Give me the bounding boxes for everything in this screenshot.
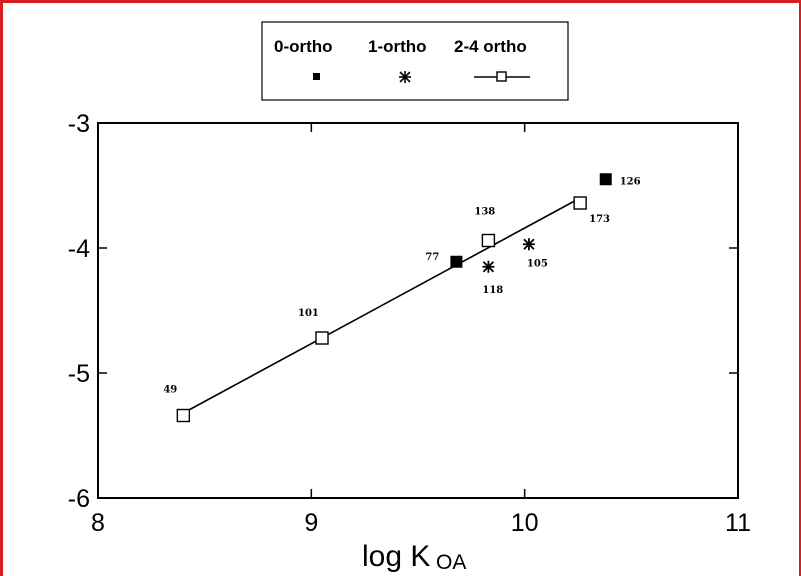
y-tick-label: -4 bbox=[68, 235, 90, 263]
y-axis: -3 -4 -5 -6 bbox=[68, 110, 738, 513]
x-axis-title: log K OA bbox=[362, 540, 466, 574]
x-tick-label: 10 bbox=[511, 509, 539, 537]
legend-label-1-ortho: 1-ortho bbox=[368, 37, 427, 56]
x-tick-label: 11 bbox=[725, 509, 751, 537]
point-label: 77 bbox=[425, 252, 439, 263]
point-filled-square bbox=[450, 255, 463, 268]
point-label: 101 bbox=[298, 308, 319, 319]
legend-box bbox=[261, 21, 569, 101]
legend-label-2-4-ortho: 2-4 ortho bbox=[454, 37, 527, 56]
point-open-square bbox=[573, 196, 587, 210]
plot-area bbox=[97, 122, 739, 499]
point-asterisk bbox=[482, 260, 495, 273]
regression-line bbox=[182, 197, 581, 414]
point-open-square bbox=[315, 331, 329, 345]
regression-line-segment bbox=[182, 197, 581, 414]
point-open-square bbox=[481, 233, 496, 248]
point-label: 105 bbox=[527, 258, 548, 269]
point-asterisk bbox=[522, 238, 535, 251]
y-tick-label: -6 bbox=[68, 485, 90, 513]
y-tick-label: -5 bbox=[68, 360, 90, 388]
legend: 0-ortho 1-ortho 2-4 ortho bbox=[261, 21, 569, 101]
legend-marker-open-square-line bbox=[474, 71, 530, 82]
legend-label-0-ortho: 0-ortho bbox=[274, 37, 333, 56]
point-label: 138 bbox=[474, 207, 495, 218]
data-points: 77 126 118 105 49 101 138 173 bbox=[163, 173, 641, 423]
x-tick-label: 9 bbox=[304, 509, 318, 537]
point-label: 49 bbox=[163, 385, 177, 396]
point-label: 118 bbox=[482, 285, 503, 296]
x-axis-label-subscript: OA bbox=[436, 551, 466, 574]
point-open-square bbox=[176, 408, 191, 423]
point-label: 126 bbox=[620, 176, 641, 187]
point-filled-square bbox=[599, 173, 612, 186]
legend-marker-filled-square bbox=[313, 73, 320, 80]
x-axis: 8 9 10 11 bbox=[91, 123, 751, 537]
x-axis-label: log K bbox=[362, 540, 430, 573]
legend-marker-asterisk bbox=[399, 71, 411, 83]
x-tick-label: 8 bbox=[91, 509, 105, 537]
point-label: 173 bbox=[589, 214, 610, 225]
y-tick-label: -3 bbox=[68, 110, 90, 138]
